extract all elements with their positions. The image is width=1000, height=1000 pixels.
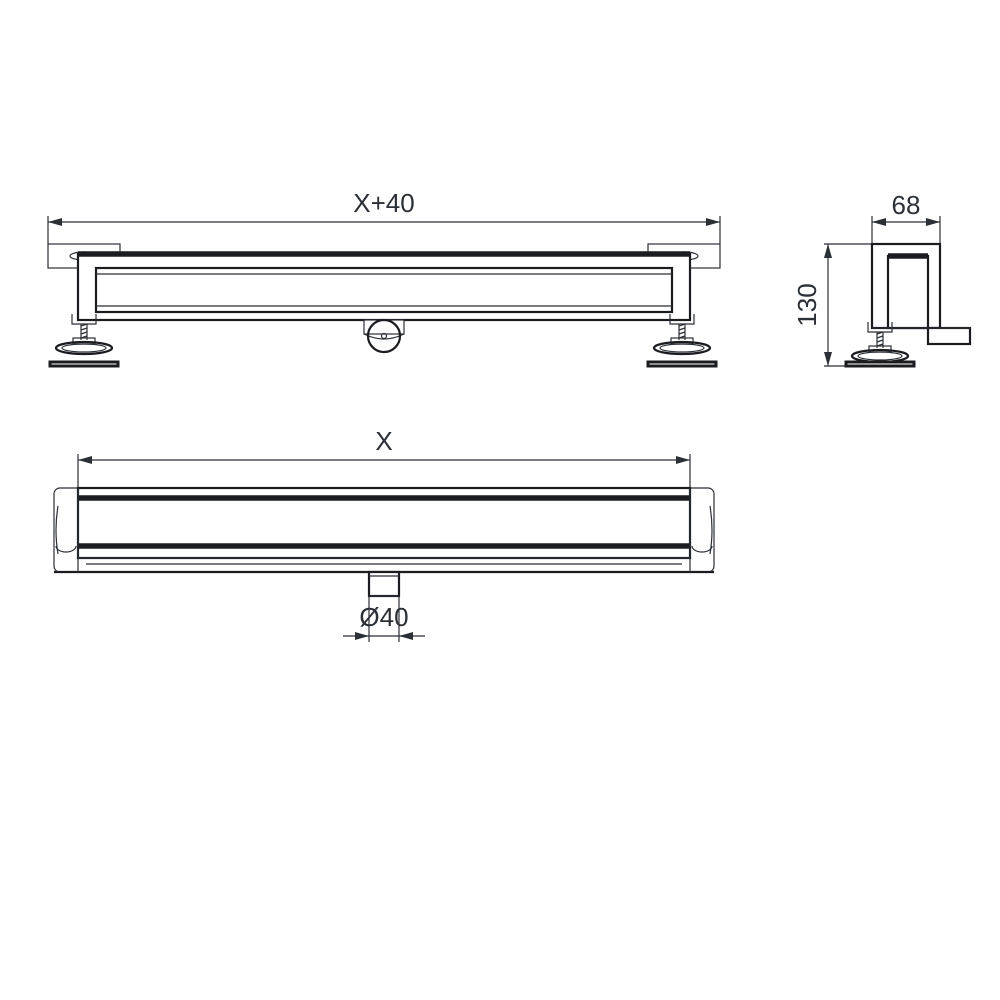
front-view: X+40	[48, 188, 720, 352]
technical-drawing: X+40 68 130 X Ø40	[0, 0, 1000, 1000]
dim-x: X	[375, 426, 392, 456]
dim-130: 130	[792, 283, 822, 326]
dim-diameter-40: Ø40	[359, 602, 408, 632]
bottom-view: X Ø40	[54, 426, 714, 642]
dim-x-plus-40: X+40	[353, 188, 414, 218]
side-view: 68 130	[792, 190, 970, 366]
dim-68: 68	[892, 190, 921, 220]
